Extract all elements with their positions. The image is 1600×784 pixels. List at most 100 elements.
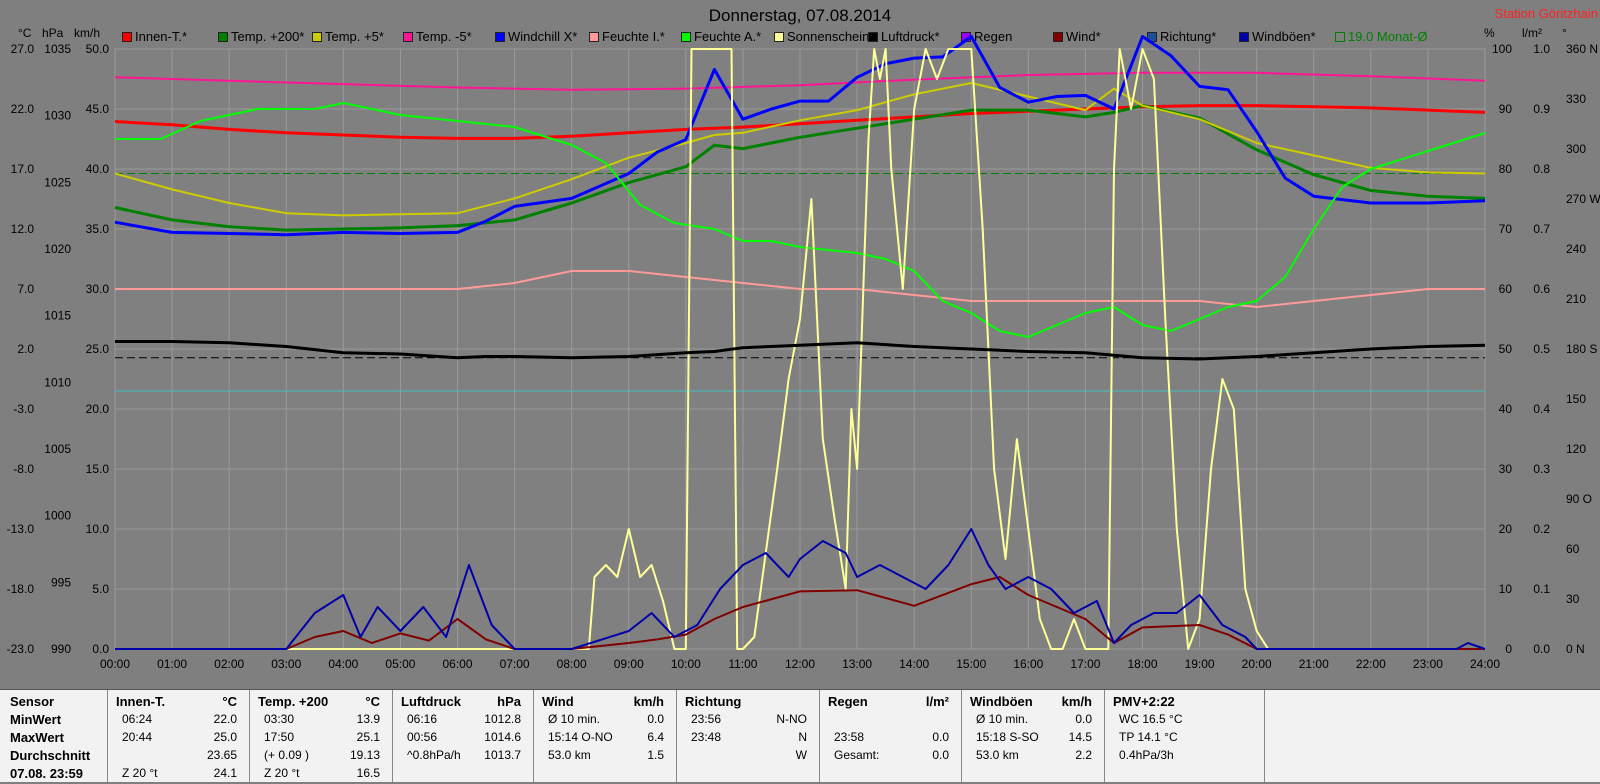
x-tick-label: 17:00 xyxy=(1070,657,1100,671)
rain-axis-tick: 0.4 xyxy=(1533,402,1550,416)
x-tick-label: 20:00 xyxy=(1242,657,1272,671)
pressure-axis-tick: 990 xyxy=(51,642,71,656)
temp-axis-tick: 17.0 xyxy=(11,162,35,176)
pressure-axis-tick: 1035 xyxy=(44,42,71,56)
row-label: 07.08. 23:59 xyxy=(10,766,84,781)
table-cell-label: 0.4hPa/3h xyxy=(1119,748,1174,762)
table-cell-label: 03:30 xyxy=(264,712,295,726)
table-cell-value: N xyxy=(798,730,807,744)
table-cell-row: 53.0 km 2.2 xyxy=(962,748,1104,766)
table-cell-label: Gesamt: xyxy=(834,748,880,762)
percent-axis-tick: 30 xyxy=(1499,462,1513,476)
table-cell-row xyxy=(393,766,533,784)
series-line-temp-5 xyxy=(114,82,1486,217)
percent-axis-tick: 40 xyxy=(1499,402,1513,416)
table-cell-row: 23:48 N xyxy=(677,730,819,748)
stats-column: Temp. +200 °C 03:30 13.9 17:50 25.1 (+ 0.09 ) 1… xyxy=(250,690,393,782)
table-cell-value: 1014.6 xyxy=(484,730,521,744)
unit-degree: ° xyxy=(1562,26,1567,40)
legend-label: Feuchte A.* xyxy=(694,29,762,44)
column-header: PMV+2:22 xyxy=(1105,694,1264,712)
table-cell-value: 22.0 xyxy=(213,712,237,726)
legend-item: Temp. +5* xyxy=(312,29,384,45)
stats-column: Richtung 23:56 N-NO 23:48 N W xyxy=(677,690,820,782)
temp-axis-tick: -23.0 xyxy=(7,642,35,656)
temp-axis-tick: 2.0 xyxy=(17,342,34,356)
table-cell-value: 19.13 xyxy=(349,748,380,762)
table-cell-value: 23.65 xyxy=(206,748,237,762)
percent-axis-tick: 100 xyxy=(1492,42,1512,56)
percent-axis-tick: 20 xyxy=(1499,522,1513,536)
direction-axis-tick: 240 xyxy=(1566,242,1586,256)
speed-axis-tick: 15.0 xyxy=(86,462,110,476)
table-cell-label: 15:18 S-SO xyxy=(976,730,1039,744)
table-cell-row: 23.65 xyxy=(108,748,249,766)
legend-swatch xyxy=(218,32,228,42)
table-cell-row: 23:58 0.0 xyxy=(820,730,961,748)
chart-area: 00:00 01:00 02:00 03:00 04:00 05:00 06:00 07:00… xyxy=(7,35,1600,671)
stats-column: Wind km/h Ø 10 min. 0.0 15:14 O-NO 6.4 53.0 km… xyxy=(534,690,677,782)
unit-percent: % xyxy=(1484,26,1495,40)
rain-axis-tick: 0.6 xyxy=(1533,282,1550,296)
table-cell-label: (+ 0.09 ) xyxy=(264,748,310,762)
percent-axis-tick: 90 xyxy=(1499,102,1513,116)
unit-hpa: hPa xyxy=(42,26,64,40)
speed-axis-tick: 25.0 xyxy=(86,342,110,356)
x-tick-label: 19:00 xyxy=(1185,657,1215,671)
series-line-windb-en xyxy=(115,528,1486,650)
column-header: Richtung xyxy=(677,694,819,712)
temp-axis-tick: 12.0 xyxy=(11,222,35,236)
direction-axis-tick: 330 xyxy=(1566,92,1586,106)
table-cell-row xyxy=(534,766,676,784)
chart-title: Donnerstag, 07.08.2014 xyxy=(708,6,892,25)
table-cell-label: 00:56 xyxy=(407,730,438,744)
legend-swatch xyxy=(1335,32,1345,42)
temp-axis-tick: -8.0 xyxy=(13,462,34,476)
table-cell-row: Ζ 20 °t 24.1 xyxy=(108,766,249,784)
legend-label: Feuchte I.* xyxy=(602,29,665,44)
rain-axis-tick: 0.3 xyxy=(1533,462,1550,476)
table-cell-value: 24.1 xyxy=(213,766,237,780)
stats-column: Regen l/m² 23:58 0.0 Gesamt: 0.0 xyxy=(820,690,962,782)
table-cell-value: 2.2 xyxy=(1075,748,1092,762)
table-cell-value: 13.9 xyxy=(356,712,380,726)
legend-item: Innen-T.* xyxy=(122,29,187,45)
series-line-temp-5 xyxy=(114,71,1486,91)
table-cell-row: 0.4hPa/3h xyxy=(1105,748,1264,766)
direction-axis-tick: 300 xyxy=(1566,142,1586,156)
table-cell-row: 06:24 22.0 xyxy=(108,712,249,730)
x-tick-label: 02:00 xyxy=(214,657,244,671)
pressure-axis-tick: 1025 xyxy=(44,175,71,189)
column-header-label: Wind xyxy=(542,694,574,709)
table-cell-label: TP 14.1 °C xyxy=(1119,730,1178,744)
legend-label: Regen xyxy=(974,29,1013,44)
column-header-unit: °C xyxy=(222,694,237,709)
table-cell-value: 1.5 xyxy=(647,748,664,762)
temp-axis-tick: 27.0 xyxy=(11,42,35,56)
table-cell-row: 00:56 1014.6 xyxy=(393,730,533,748)
column-header-unit: °C xyxy=(365,694,380,709)
x-tick-label: 15:00 xyxy=(956,657,986,671)
x-tick-label: 23:00 xyxy=(1413,657,1443,671)
stats-column: Luftdruck hPa 06:16 1012.8 00:56 1014.6 ^0.8hP… xyxy=(393,690,534,782)
rain-axis-tick: 0.8 xyxy=(1533,162,1550,176)
table-cell-value: 0.0 xyxy=(932,730,949,744)
table-cell-row: Ζ 20 °t 16.5 xyxy=(250,766,392,784)
column-header: Temp. +200 °C xyxy=(250,694,392,712)
table-cell-value: 1013.7 xyxy=(484,748,521,762)
x-tick-label: 22:00 xyxy=(1356,657,1386,671)
x-tick-label: 24:00 xyxy=(1470,657,1500,671)
legend-label: Luftdruck* xyxy=(881,29,940,44)
table-cell-label: 20:44 xyxy=(122,730,153,744)
legend-item: Temp. -5* xyxy=(403,29,472,45)
speed-axis-tick: 20.0 xyxy=(86,402,110,416)
legend-label: Temp. +5* xyxy=(325,29,384,44)
legend-swatch xyxy=(403,32,413,42)
table-cell-row: 17:50 25.1 xyxy=(250,730,392,748)
direction-axis-tick: 120 xyxy=(1566,442,1586,456)
column-header-unit: hPa xyxy=(497,694,521,709)
pressure-axis-tick: 1010 xyxy=(44,375,71,389)
x-tick-label: 21:00 xyxy=(1299,657,1329,671)
table-cell-row: Ø 10 min. 0.0 xyxy=(534,712,676,730)
table-cell-value: 0.0 xyxy=(1075,712,1092,726)
